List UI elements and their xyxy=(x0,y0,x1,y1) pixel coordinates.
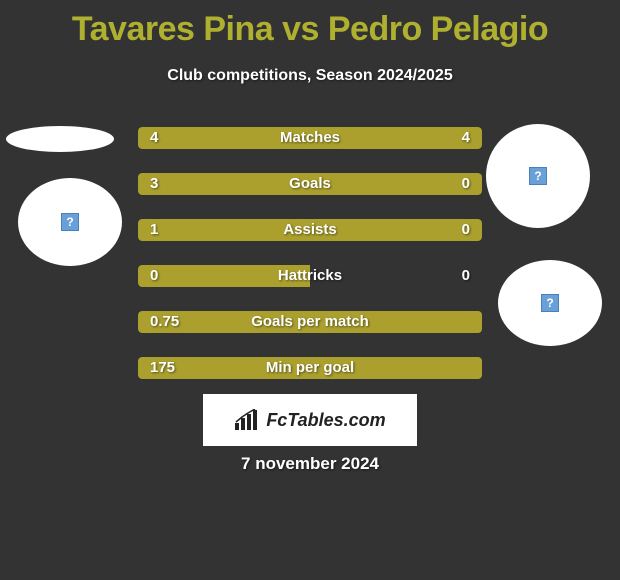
stat-label: Goals xyxy=(138,173,482,195)
logo-text: FcTables.com xyxy=(266,410,385,431)
generated-date: 7 november 2024 xyxy=(0,454,620,474)
placeholder-icon: ? xyxy=(529,167,547,185)
fctables-logo-icon xyxy=(234,409,260,431)
stat-row: 1Assists0 xyxy=(138,219,482,241)
stat-row: 175Min per goal xyxy=(138,357,482,379)
stat-value-right: 4 xyxy=(462,127,470,149)
stat-row: 0.75Goals per match xyxy=(138,311,482,333)
subtitle: Club competitions, Season 2024/2025 xyxy=(0,67,620,85)
player-avatar-top-right: ? xyxy=(486,124,590,228)
stat-label: Assists xyxy=(138,219,482,241)
stat-label: Min per goal xyxy=(138,357,482,379)
stat-row: 4Matches4 xyxy=(138,127,482,149)
player-avatar-bottom-left: ? xyxy=(18,178,122,266)
placeholder-icon: ? xyxy=(61,213,79,231)
stat-label: Matches xyxy=(138,127,482,149)
stat-label: Goals per match xyxy=(138,311,482,333)
player-avatar-bottom-right: ? xyxy=(498,260,602,346)
stat-value-right: 0 xyxy=(462,173,470,195)
stat-label: Hattricks xyxy=(138,265,482,287)
stat-row: 3Goals0 xyxy=(138,173,482,195)
player-avatar-top-left xyxy=(6,126,114,152)
stat-value-right: 0 xyxy=(462,265,470,287)
stat-value-right: 0 xyxy=(462,219,470,241)
logo-box: FcTables.com xyxy=(203,394,417,446)
page-title: Tavares Pina vs Pedro Pelagio xyxy=(0,0,620,49)
stats-container: 4Matches43Goals01Assists00Hattricks00.75… xyxy=(138,127,482,403)
stat-row: 0Hattricks0 xyxy=(138,265,482,287)
placeholder-icon: ? xyxy=(541,294,559,312)
